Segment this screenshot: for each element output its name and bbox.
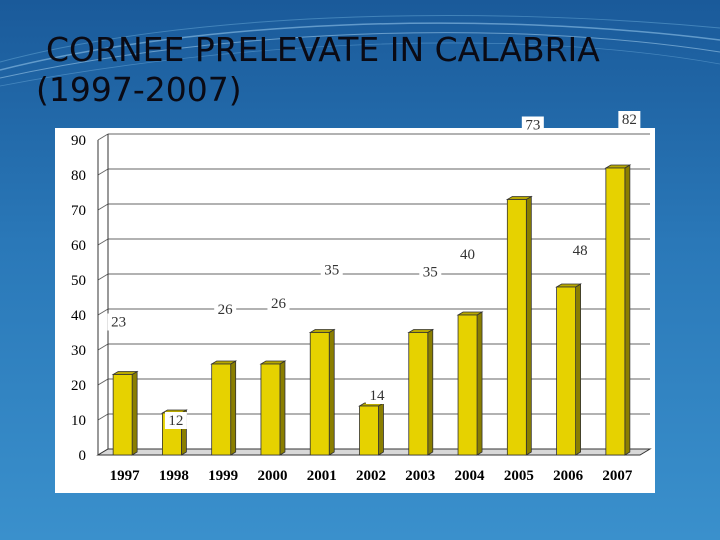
data-label-text: 82 (622, 112, 637, 128)
x-tick-label: 1999 (208, 468, 238, 484)
data-label: 40 (456, 246, 479, 263)
data-label: 26 (214, 301, 237, 318)
bar[interactable] (112, 374, 133, 456)
data-label-text: 35 (423, 265, 438, 281)
bar-side (427, 328, 434, 456)
bar-side (378, 402, 384, 456)
bar[interactable] (260, 363, 281, 456)
bar-top (308, 329, 336, 333)
data-label: 12 (164, 412, 187, 429)
bar-side (525, 195, 532, 456)
bar-side (575, 283, 581, 456)
y-tick-label: 50 (71, 273, 86, 289)
gridline-side (97, 343, 109, 351)
bar[interactable] (605, 167, 626, 456)
data-label-bg (569, 242, 592, 259)
gridline-side (97, 378, 109, 386)
bar[interactable] (408, 332, 429, 456)
bar-top (604, 164, 632, 169)
gridline-side (97, 168, 109, 176)
bar[interactable] (309, 332, 330, 456)
bar-top (555, 283, 583, 288)
data-label-bg (521, 116, 544, 134)
bar[interactable] (457, 314, 478, 456)
bar-top (210, 360, 238, 365)
gridline-side (97, 273, 109, 281)
data-label-bg (419, 263, 442, 281)
y-tick-label: 80 (71, 168, 86, 184)
bar-top (259, 360, 287, 365)
data-label: 35 (419, 263, 442, 281)
data-label-bg (214, 301, 237, 318)
bar-side (279, 360, 286, 456)
y-tick-label: 10 (71, 413, 86, 429)
data-label-text: 23 (111, 315, 126, 331)
data-label-bg (366, 387, 388, 404)
data-label-text: 12 (168, 413, 183, 429)
x-tick-label: 1998 (159, 468, 189, 484)
bar-side (328, 328, 335, 456)
x-tick-label: 1997 (110, 468, 141, 484)
y-tick-label: 60 (71, 238, 86, 254)
slide-title: CORNEE PRELEVATE IN CALABRIA (1997-2007) (36, 30, 676, 110)
data-label: 14 (366, 387, 388, 404)
data-label: 23 (107, 313, 130, 331)
x-tick-label: 2002 (356, 468, 386, 484)
data-label-text: 14 (370, 388, 386, 404)
bar-side (624, 164, 631, 456)
data-label-text: 40 (460, 247, 475, 263)
x-tick-label: 2000 (257, 468, 287, 484)
slide-title-line-2: (1997-2007) (36, 70, 242, 109)
x-tick-label: 2003 (405, 468, 435, 484)
bar-top (111, 371, 139, 375)
y-tick-label: 0 (79, 448, 87, 464)
data-label-text: 26 (218, 302, 234, 318)
bar-top (407, 329, 435, 333)
chart-panel (55, 128, 655, 493)
x-tick-label: 2004 (455, 468, 486, 484)
y-tick-label: 20 (71, 378, 86, 394)
gridline-side (97, 413, 109, 421)
bar-top (505, 196, 533, 200)
data-label: 26 (267, 295, 290, 312)
data-label-text: 73 (525, 118, 540, 134)
background-swoosh (0, 14, 720, 87)
bar-top (456, 311, 484, 316)
data-label: 48 (569, 242, 592, 259)
data-label: 82 (618, 111, 641, 128)
bar[interactable] (556, 286, 576, 456)
bar[interactable] (211, 363, 232, 456)
gridline-side (97, 133, 109, 141)
y-tick-label: 40 (71, 308, 86, 324)
x-tick-label: 2007 (602, 468, 633, 484)
y-tick-label: 90 (71, 133, 86, 149)
bar-side (476, 311, 483, 456)
x-tick-label: 2006 (553, 468, 584, 484)
data-label-bg (456, 246, 479, 263)
data-label-bg (618, 111, 641, 128)
bar-side (230, 360, 237, 456)
data-label-bg (164, 412, 187, 429)
gridline-side (97, 238, 109, 246)
bar[interactable] (359, 405, 379, 456)
data-label-text: 35 (324, 263, 339, 279)
x-tick-label: 2001 (307, 468, 337, 484)
gridline-side (97, 203, 109, 211)
y-tick-label: 70 (71, 203, 86, 219)
data-label-bg (320, 261, 343, 279)
bar-side (131, 370, 138, 456)
data-label: 35 (320, 261, 343, 279)
gridline-side (97, 308, 109, 316)
data-label-bg (267, 295, 290, 312)
slide-title-line-1: CORNEE PRELEVATE IN CALABRIA (46, 30, 600, 69)
x-tick-label: 2005 (504, 468, 534, 484)
data-label-text: 26 (271, 296, 287, 312)
bar[interactable] (506, 199, 527, 456)
data-label: 73 (521, 116, 544, 134)
y-tick-label: 30 (71, 343, 86, 359)
data-label-text: 48 (573, 243, 588, 259)
data-label-bg (107, 313, 130, 331)
